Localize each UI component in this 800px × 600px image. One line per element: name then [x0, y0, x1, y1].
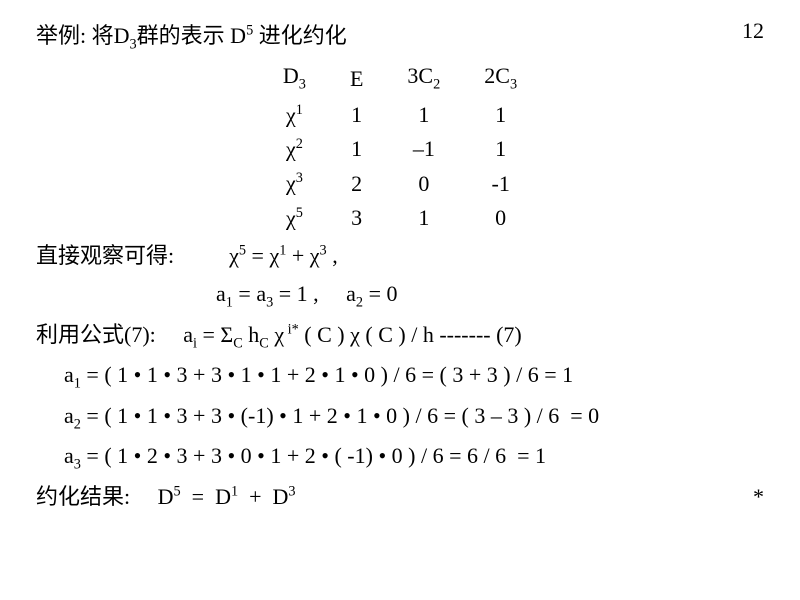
cell: 1 [328, 98, 385, 132]
table-row: χ3 2 0 -1 [261, 166, 539, 200]
cell: 0 [385, 166, 462, 200]
calc-a2: a2 = ( 1 • 1 • 3 + 3 • (-1) • 1 + 2 • 1 … [36, 399, 764, 436]
row-label: χ2 [261, 132, 328, 166]
result-line: 约化结果: D5 = D1 + D3 * [36, 480, 764, 514]
cell: 1 [462, 132, 539, 166]
hdr-2C3: 2C3 [462, 59, 539, 97]
observation-line: 直接观察可得: χ5 = χ1 + χ3 , [36, 239, 764, 273]
cell: 1 [462, 98, 539, 132]
cell: 2 [328, 166, 385, 200]
example-title: 举例: 将D3群的表示 D5 进化约化 [36, 18, 347, 53]
table-row: χ1 1 1 1 [261, 98, 539, 132]
observation-label: 直接观察可得: [36, 243, 174, 268]
page-number: 12 [742, 18, 764, 53]
cell: 0 [462, 201, 539, 235]
end-mark: * [753, 480, 764, 514]
cell: 1 [328, 132, 385, 166]
cell: 1 [385, 98, 462, 132]
cell: 1 [385, 201, 462, 235]
hdr-3C2: 3C2 [385, 59, 462, 97]
coefficients-line: a1 = a3 = 1 , a2 = 0 [36, 277, 764, 314]
table-row: χ2 1 –1 1 [261, 132, 539, 166]
formula-label: 利用公式(7): [36, 322, 156, 347]
row-label: χ5 [261, 201, 328, 235]
cell: –1 [385, 132, 462, 166]
character-table: D3 E 3C2 2C3 χ1 1 1 1 χ2 1 –1 1 χ3 2 0 -… [261, 59, 539, 235]
table-header-row: D3 E 3C2 2C3 [261, 59, 539, 97]
hdr-E: E [328, 59, 385, 97]
calc-a3: a3 = ( 1 • 2 • 3 + 3 • 0 • 1 + 2 • ( -1)… [36, 439, 764, 476]
result-label: 约化结果: [36, 484, 130, 509]
row-label: χ3 [261, 166, 328, 200]
cell: 3 [328, 201, 385, 235]
formula-line: 利用公式(7): ai = ΣC hC χ i* ( C ) χ ( C ) /… [36, 318, 764, 355]
row-label: χ1 [261, 98, 328, 132]
hdr-group: D3 [261, 59, 328, 97]
calc-a1: a1 = ( 1 • 1 • 3 + 3 • 1 • 1 + 2 • 1 • 0… [36, 358, 764, 395]
cell: -1 [462, 166, 539, 200]
table-row: χ5 3 1 0 [261, 201, 539, 235]
